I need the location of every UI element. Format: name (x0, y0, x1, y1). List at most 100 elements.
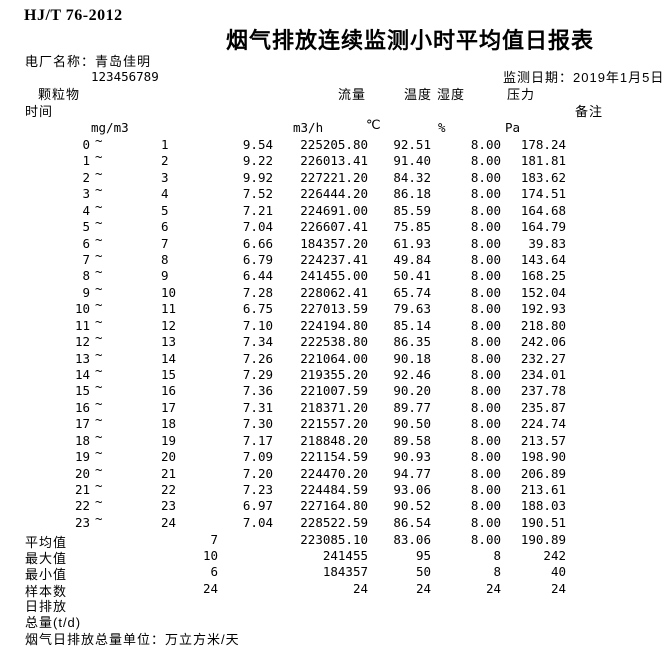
cell-flow: 227164.80 (300, 498, 368, 514)
cell-humidity: 8 (493, 564, 501, 580)
cell-flow: 218371.20 (300, 399, 368, 415)
cell-humidity: 8.00 (470, 284, 501, 300)
cell-flow: 226444.20 (300, 186, 368, 202)
cell-hour-from: 9 (82, 284, 90, 300)
cell-hour-from: 21 (74, 482, 90, 498)
column-header-temp: 温度 (404, 87, 433, 102)
cell-pm: 7.34 (242, 334, 273, 350)
cell-temp: 95 (415, 547, 431, 563)
cell-humidity: 8.00 (470, 449, 501, 465)
cell-humidity: 8.00 (470, 383, 501, 399)
summary-row: 样本数 24 24 24 24 24 (0, 580, 672, 599)
cell-pressure: 164.68 (520, 202, 566, 218)
table-row: 9 ~10 7.28 228062.41 65.74 8.00 152.04 (0, 281, 672, 302)
cell-hour-from: 1 (82, 153, 90, 169)
cell-pm: 10 (202, 547, 218, 563)
cell-pressure: 188.03 (520, 498, 566, 514)
cell-hour-to: 6 (161, 219, 169, 235)
table-row: 16 ~17 7.31 218371.20 89.77 8.00 235.87 (0, 396, 672, 417)
page-title: 烟气排放连续监测小时平均值日报表 (225, 28, 594, 53)
tilde-mark: ~ (95, 280, 103, 296)
cell-pressure: 213.61 (520, 482, 566, 498)
cell-temp: 65.74 (393, 284, 431, 300)
cell-pressure: 224.74 (520, 416, 566, 432)
cell-pm: 7.10 (242, 317, 273, 333)
cell-temp: 90.93 (393, 449, 431, 465)
tilde-mark: ~ (95, 182, 103, 198)
plant-code: 123456789 (91, 69, 159, 84)
cell-flow: 24 (352, 580, 368, 596)
plant-name-value: 青岛佳明 (95, 54, 152, 69)
cell-hour-from: 6 (82, 235, 90, 251)
monitor-date-line: 监测日期：2019年1月5日 (503, 67, 664, 86)
cell-flow: 223085.10 (300, 531, 368, 547)
cell-hour-to: 23 (161, 498, 177, 514)
cell-flow: 221064.00 (300, 350, 368, 366)
summary-label: 平均值 (25, 534, 68, 550)
tilde-mark: ~ (95, 313, 103, 329)
cell-flow: 227221.20 (300, 169, 368, 185)
cell-hour-to: 15 (161, 367, 177, 383)
cell-temp: 61.93 (393, 235, 431, 251)
cell-pm: 6.97 (242, 498, 273, 514)
unit-pressure: Pa (505, 120, 521, 135)
cell-pm: 6.75 (242, 301, 273, 317)
cell-humidity: 8.00 (470, 235, 501, 251)
cell-temp: 91.40 (393, 153, 431, 169)
column-header-pressure: 压力 (507, 87, 536, 102)
cell-hour-to: 17 (161, 399, 177, 415)
cell-humidity: 8.00 (470, 465, 501, 481)
table-row: 5 ~6 7.04 226607.41 75.85 8.00 164.79 (0, 215, 672, 236)
cell-pressure: 168.25 (520, 268, 566, 284)
cell-flow: 224237.41 (300, 252, 368, 267)
cell-temp: 89.58 (393, 432, 431, 448)
cell-flow: 227013.59 (300, 301, 368, 317)
cell-temp: 83.06 (393, 531, 431, 547)
cell-pressure: 183.62 (520, 169, 566, 185)
plant-name-label: 电厂名称： (25, 54, 96, 69)
cell-temp: 94.77 (393, 465, 431, 481)
cell-temp: 90.20 (393, 383, 431, 399)
cell-hour-to: 24 (161, 514, 177, 530)
cell-temp: 50 (415, 564, 431, 580)
cell-pressure: 190.89 (520, 531, 566, 547)
cell-humidity: 8.00 (470, 350, 501, 366)
cell-pressure: 178.24 (520, 137, 566, 152)
cell-pressure: 235.87 (520, 399, 566, 415)
tilde-mark: ~ (95, 248, 103, 263)
cell-hour-from: 22 (74, 498, 90, 514)
cell-humidity: 24 (485, 580, 501, 596)
cell-humidity: 8.00 (470, 531, 501, 547)
table-row: 23 ~24 7.04 228522.59 86.54 8.00 190.51 (0, 511, 672, 532)
column-header-pm: 颗粒物 (38, 87, 81, 102)
daily-emission-label-line1: 日排放 (25, 599, 68, 614)
cell-hour-to: 4 (161, 186, 169, 202)
cell-pm: 7.20 (242, 465, 273, 481)
table-row: 0 ~1 9.54 225205.80 92.51 8.00 178.24 (0, 133, 672, 154)
cell-pressure: 237.78 (520, 383, 566, 399)
summary-label: 最小值 (25, 567, 68, 583)
cell-flow: 224470.20 (300, 465, 368, 481)
plant-name-line: 电厂名称：青岛佳明 (25, 51, 151, 70)
summary-label: 最大值 (25, 550, 68, 566)
cell-hour-from: 18 (74, 432, 90, 448)
cell-hour-to: 2 (161, 153, 169, 169)
cell-humidity: 8.00 (470, 432, 501, 448)
cell-hour-to: 7 (161, 235, 169, 251)
cell-flow: 219355.20 (300, 367, 368, 383)
daily-emission-label-line2: 总量(t/d) (25, 615, 82, 630)
cell-humidity: 8.00 (470, 498, 501, 514)
cell-humidity: 8.00 (470, 169, 501, 185)
column-header-humidity: 湿度 (437, 87, 466, 102)
cell-pressure: 181.81 (520, 153, 566, 169)
cell-pressure: 39.83 (528, 235, 566, 251)
table-row: 15 ~16 7.36 221007.59 90.20 8.00 237.78 (0, 379, 672, 400)
cell-flow: 184357.20 (300, 235, 368, 251)
tilde-mark: ~ (95, 330, 103, 346)
cell-hour-from: 23 (74, 514, 90, 530)
cell-humidity: 8.00 (470, 514, 501, 530)
cell-flow: 224194.80 (300, 317, 368, 333)
cell-pm: 7.17 (242, 432, 273, 448)
cell-hour-from: 14 (74, 367, 90, 383)
cell-hour-to: 12 (161, 317, 177, 333)
